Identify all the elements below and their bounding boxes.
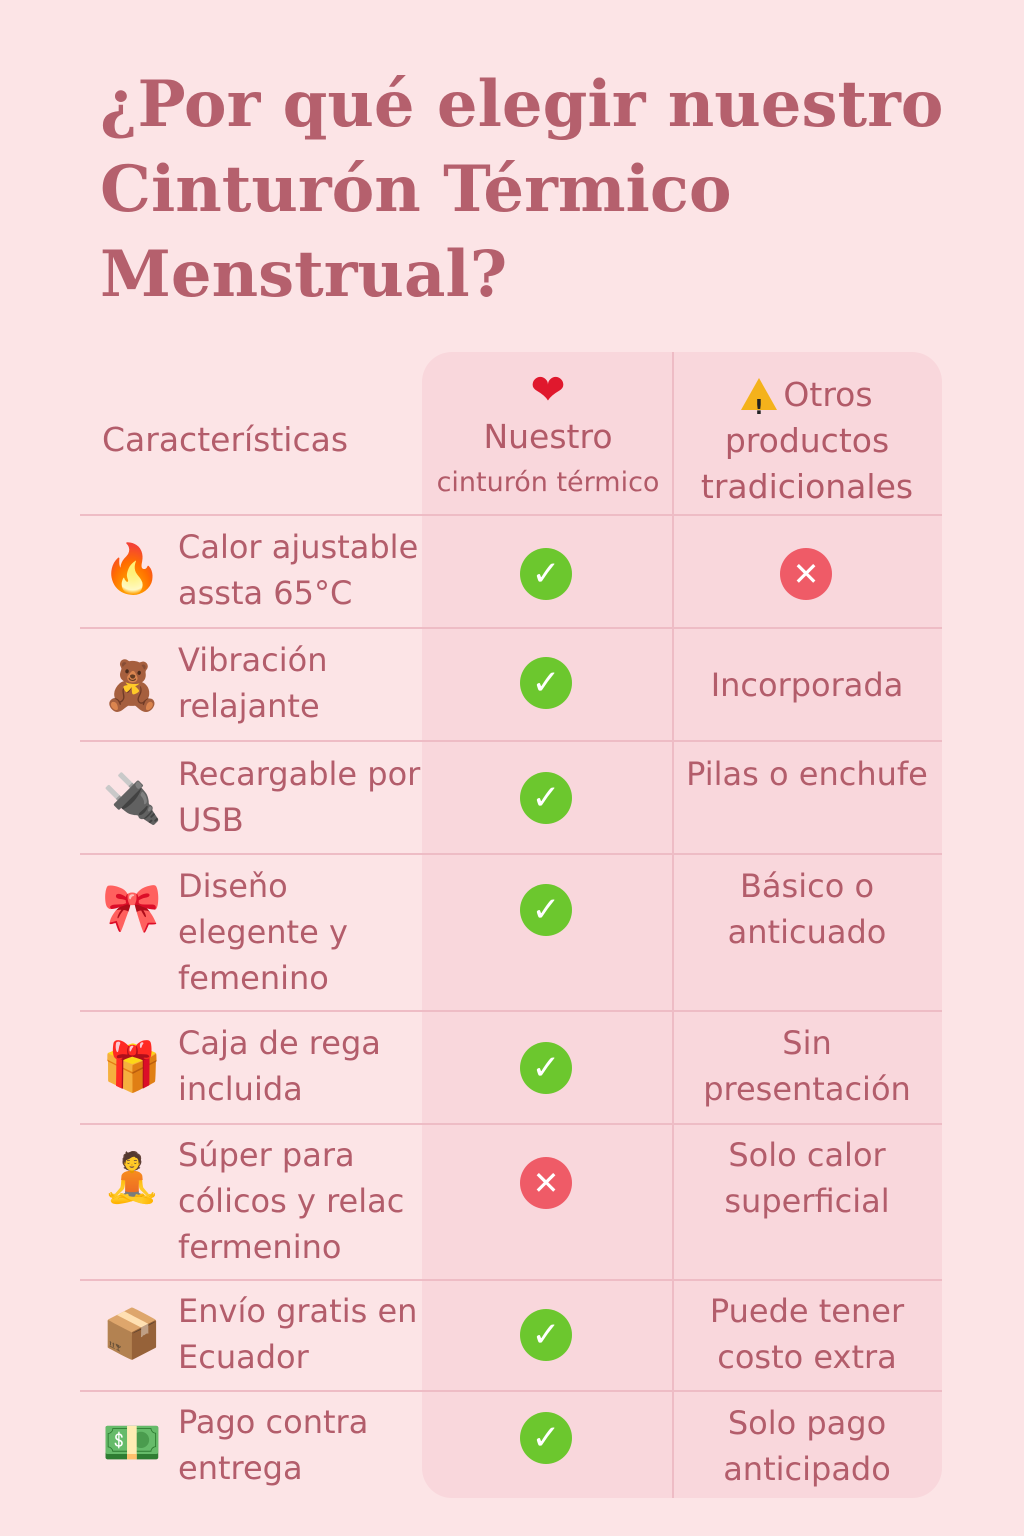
- feature-label: Diseňo elegente y femenino: [178, 867, 348, 997]
- gift-icon: 🎁: [102, 1038, 162, 1095]
- page-title: ¿Por qué elegir nuestro Cinturón Térmico…: [100, 62, 960, 317]
- other-value: Sin presentación: [703, 1024, 911, 1108]
- table-row: 🔥 Calor ajustable assta 65°C ✓ ✕: [80, 516, 942, 627]
- row-divider: [80, 1390, 942, 1392]
- other-value: Solo pago anticipado: [723, 1404, 891, 1488]
- title-line-1: ¿Por qué elegir nuestro: [100, 67, 944, 142]
- sleeping-bear-icon: 🧸: [102, 657, 162, 714]
- fire-icon: 🔥: [102, 540, 162, 597]
- check-icon: ✓: [520, 884, 572, 936]
- check-icon: ✓: [520, 1309, 572, 1361]
- feature-label: Vibración relajante: [178, 641, 328, 725]
- check-icon: ✓: [520, 1042, 572, 1094]
- header-ours-line2: cinturón térmico: [436, 467, 660, 498]
- row-divider: [80, 1123, 942, 1125]
- table-row: 💵 Pago contra entrega ✓ Solo pago antici…: [80, 1392, 942, 1498]
- ribbon-bow-icon: 🎀: [102, 879, 162, 936]
- row-divider: [80, 740, 942, 742]
- table-row: 🎀 Diseňo elegente y femenino ✓ Básico o …: [80, 855, 942, 1010]
- feature-label: Pago contra entrega: [178, 1403, 369, 1487]
- title-line-3: Menstrual?: [100, 237, 508, 312]
- other-value: Solo calor superficial: [724, 1136, 890, 1220]
- other-value: Puede tener costo extra: [709, 1292, 905, 1376]
- header-ours-line1: Nuestro: [483, 417, 613, 456]
- header-ours: ❤ Nuestro cinturón térmico: [424, 366, 672, 506]
- other-value: Básico o anticuado: [727, 867, 887, 951]
- other-value: Incorporada: [710, 666, 904, 704]
- check-icon: ✓: [520, 657, 572, 709]
- feature-label: Calor ajustable assta 65°C: [178, 528, 419, 612]
- title-line-2: Cinturón Térmico: [100, 152, 732, 227]
- highlight-panel: [422, 352, 942, 1498]
- feature-label: Recargable por USB: [178, 755, 421, 839]
- check-icon: ✓: [520, 772, 572, 824]
- table-row: 🧸 Vibración relajante ✓ Incorporada: [80, 629, 942, 740]
- other-value: Pilas o enchufe: [686, 755, 928, 793]
- cross-icon: ✕: [780, 548, 832, 600]
- check-icon: ✓: [520, 1412, 572, 1464]
- table-row: 🧘 Súper para cólicos y relac fermenino ✕…: [80, 1125, 942, 1279]
- feature-label: Envío gratis en Ecuador: [178, 1292, 418, 1376]
- check-icon: ✓: [520, 548, 572, 600]
- cross-icon: ✕: [520, 1157, 572, 1209]
- table-row: 📦 Envío gratis en Ecuador ✓ Puede tener …: [80, 1281, 942, 1390]
- package-box-icon: 📦: [102, 1305, 162, 1362]
- table-row: 🔌 Recargable por USB ✓ Pilas o enchufe: [80, 742, 942, 853]
- row-divider: [80, 1010, 942, 1012]
- row-divider: [80, 514, 942, 516]
- row-divider: [80, 1279, 942, 1281]
- meditating-woman-icon: 🧘: [102, 1149, 162, 1206]
- header-other: ! Otros productos tradicionales: [676, 372, 938, 510]
- usb-plug-icon: 🔌: [102, 770, 162, 827]
- row-divider: [80, 853, 942, 855]
- money-stack-icon: 💵: [102, 1414, 162, 1471]
- heart-icon: ❤: [530, 365, 566, 414]
- feature-label: Súper para cólicos y relac fermenino: [178, 1136, 405, 1266]
- warning-icon: !: [741, 378, 778, 419]
- header-features: Características: [102, 420, 349, 459]
- row-divider: [80, 627, 942, 629]
- header-other-label: Otros productos tradicionales: [700, 375, 914, 506]
- table-row: 🎁 Caja de rega incluida ✓ Sin presentaci…: [80, 1012, 942, 1123]
- feature-label: Caja de rega incluida: [178, 1024, 381, 1108]
- column-divider: [672, 352, 674, 1498]
